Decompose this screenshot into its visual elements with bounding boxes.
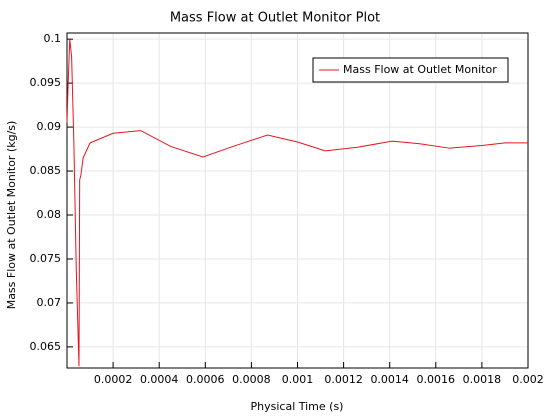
y-tick-label: 0.075 — [30, 252, 62, 265]
y-tick-label: 0.09 — [37, 120, 62, 133]
y-tick-label: 0.095 — [30, 76, 62, 89]
y-tick-label: 0.08 — [37, 208, 62, 221]
x-tick-label: 0.0016 — [417, 373, 456, 386]
legend-box — [312, 57, 509, 83]
x-tick-label: 0.0004 — [140, 373, 179, 386]
chart-title: Mass Flow at Outlet Monitor Plot — [170, 11, 380, 26]
y-tick-label: 0.085 — [30, 164, 62, 177]
legend-label: Mass Flow at Outlet Monitor — [343, 63, 497, 76]
y-axis-label: Mass Flow at Outlet Monitor (kg/s) — [5, 121, 18, 310]
x-tick-label: 0.0014 — [370, 373, 409, 386]
x-axis-label: Physical Time (s) — [251, 400, 344, 413]
y-tick-label: 0.1 — [44, 32, 62, 45]
data-line — [66, 39, 528, 367]
x-tick-label: 0.001 — [282, 373, 314, 386]
x-tick-label: 0.0018 — [463, 373, 502, 386]
x-tick-label: 0.0008 — [232, 373, 271, 386]
x-tick-label: 0.0002 — [94, 373, 133, 386]
x-tick-label: 0.0006 — [186, 373, 225, 386]
x-tick-label: 0.002 — [512, 373, 544, 386]
x-tick-label: 0.0012 — [324, 373, 363, 386]
y-tick-label: 0.065 — [30, 340, 62, 353]
plot-frame — [66, 32, 529, 369]
y-tick-label: 0.07 — [37, 296, 62, 309]
